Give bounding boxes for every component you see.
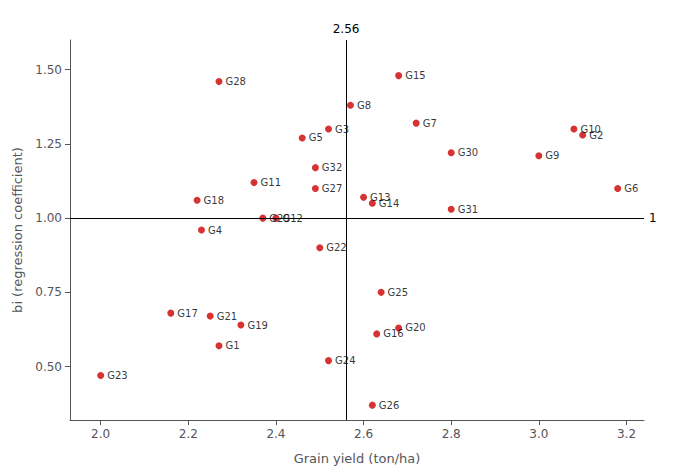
svg-text:0.75: 0.75 — [35, 285, 62, 299]
svg-text:G22: G22 — [326, 242, 346, 253]
svg-text:G23: G23 — [107, 370, 127, 381]
svg-text:G21: G21 — [217, 311, 237, 322]
svg-text:G19: G19 — [247, 320, 267, 331]
svg-text:G1: G1 — [225, 340, 239, 351]
svg-text:0.50: 0.50 — [35, 360, 62, 374]
svg-text:G20: G20 — [405, 322, 425, 333]
svg-text:G16: G16 — [383, 328, 403, 339]
svg-text:1.00: 1.00 — [35, 211, 62, 225]
svg-text:G6: G6 — [624, 183, 638, 194]
svg-text:3.2: 3.2 — [617, 427, 636, 441]
svg-text:1: 1 — [649, 211, 657, 225]
svg-text:G14: G14 — [379, 198, 399, 209]
svg-text:bi (regression coefficient): bi (regression coefficient) — [10, 147, 25, 313]
svg-text:G10: G10 — [580, 124, 600, 135]
svg-text:G9: G9 — [545, 150, 559, 161]
svg-text:G15: G15 — [405, 70, 425, 81]
svg-text:G32: G32 — [322, 162, 342, 173]
svg-text:G31: G31 — [458, 204, 478, 215]
svg-text:2.0: 2.0 — [91, 427, 110, 441]
svg-text:G8: G8 — [357, 100, 371, 111]
svg-text:2.4: 2.4 — [266, 427, 285, 441]
svg-text:Grain yield (ton/ha): Grain yield (ton/ha) — [294, 451, 421, 466]
svg-text:2.2: 2.2 — [179, 427, 198, 441]
svg-text:G2: G2 — [589, 129, 604, 141]
svg-text:1.25: 1.25 — [35, 137, 62, 151]
svg-text:2.56: 2.56 — [333, 22, 360, 36]
svg-text:2.8: 2.8 — [442, 427, 461, 441]
svg-text:G3: G3 — [335, 124, 349, 135]
svg-text:G24: G24 — [335, 355, 355, 366]
svg-text:G27: G27 — [322, 183, 342, 194]
svg-text:G29: G29 — [269, 212, 290, 224]
svg-text:G25: G25 — [388, 287, 408, 298]
svg-text:G5: G5 — [309, 132, 323, 143]
svg-text:1.50: 1.50 — [35, 63, 62, 77]
svg-text:3.0: 3.0 — [529, 427, 548, 441]
svg-text:G11: G11 — [261, 177, 281, 188]
svg-text:2.6: 2.6 — [354, 427, 373, 441]
svg-text:G30: G30 — [458, 147, 478, 158]
svg-text:G4: G4 — [208, 225, 222, 236]
svg-text:G17: G17 — [177, 308, 197, 319]
svg-text:G28: G28 — [225, 76, 245, 87]
svg-text:G18: G18 — [204, 195, 224, 206]
svg-text:G26: G26 — [379, 400, 399, 411]
svg-text:G7: G7 — [423, 118, 437, 129]
